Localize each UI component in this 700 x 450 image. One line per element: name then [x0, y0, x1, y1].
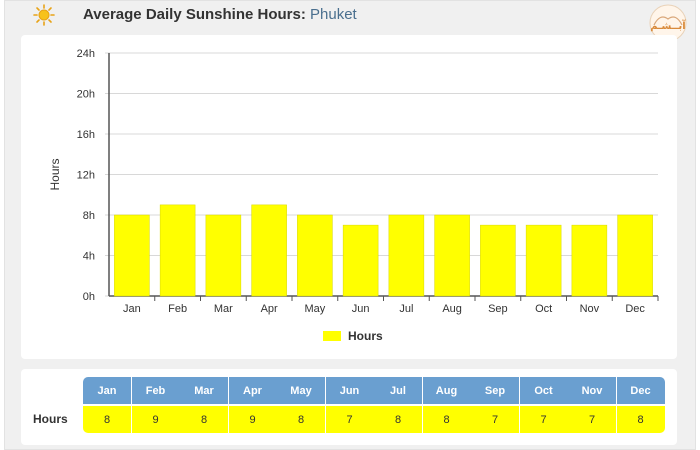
bar-jul — [388, 214, 425, 297]
bar-feb — [159, 204, 196, 297]
table-value-oct: 7 — [519, 406, 568, 433]
x-tick-label: Aug — [442, 303, 462, 315]
table-value-aug: 8 — [422, 406, 471, 433]
table-header-sep: Sep — [471, 377, 519, 404]
x-tick-label: Dec — [625, 303, 645, 315]
x-tick-label: Feb — [168, 303, 187, 315]
y-tick-label: 16h — [77, 129, 95, 141]
table-header-oct: Oct — [519, 377, 568, 404]
x-tick-label: Oct — [535, 303, 552, 315]
x-tick-label: Apr — [261, 303, 278, 315]
x-tick-label: Jun — [352, 303, 370, 315]
bar-mar — [205, 214, 242, 297]
table-value-feb: 9 — [131, 406, 180, 433]
page-frame: Average Daily Sunshine Hours: Phuket آبـ… — [4, 0, 696, 450]
brand-logo: آبــشـم — [649, 4, 687, 42]
table-row-label: Hours — [33, 412, 68, 426]
bar-nov — [571, 224, 608, 297]
table-value-may: 8 — [277, 406, 325, 433]
y-tick-label: 20h — [77, 89, 95, 101]
table-value-sep: 7 — [471, 406, 519, 433]
table-header-jul: Jul — [374, 377, 422, 404]
x-tick-label: Jan — [123, 303, 141, 315]
y-tick-label: 4h — [83, 251, 95, 263]
table-value-mar: 8 — [180, 406, 228, 433]
x-tick-label: Nov — [580, 303, 600, 315]
x-tick-label: Sep — [488, 303, 508, 315]
table-header-jun: Jun — [325, 377, 374, 404]
title-text: Average Daily Sunshine Hours: — [83, 6, 306, 23]
y-tick-label: 0h — [83, 291, 95, 303]
bar-jun — [342, 224, 379, 297]
y-axis-label: Hours — [48, 158, 62, 190]
table-header-may: May — [277, 377, 325, 404]
sunshine-bar-chart: 0h 4h 8h 12h 16h 20h 24h Hours Jan Feb Mar Apr May Ju… — [48, 48, 659, 343]
x-tick-label: Jul — [399, 303, 413, 315]
table-header-jan: Jan — [83, 377, 131, 404]
table-header-feb: Feb — [131, 377, 180, 404]
chart-header: Average Daily Sunshine Hours: Phuket آبـ… — [5, 1, 697, 42]
data-table: Hours Jan 8 Feb 9 Mar 8 Apr 9 May 8 Jun 7 Jul 8 Aug 8 Se… — [21, 369, 677, 445]
x-tick-label: May — [304, 303, 325, 315]
location-name: Phuket — [310, 6, 357, 23]
bar-apr — [251, 204, 287, 297]
table-value-jan: 8 — [83, 406, 131, 433]
table-header-mar: Mar — [180, 377, 228, 404]
bar-jan — [114, 214, 150, 297]
sun-icon — [33, 4, 55, 26]
y-tick-label: 24h — [77, 48, 95, 60]
x-tick-label: Mar — [214, 303, 233, 315]
table-header-apr: Apr — [228, 377, 277, 404]
y-tick-label: 12h — [77, 170, 95, 182]
chart-panel: 0h 4h 8h 12h 16h 20h 24h Hours Jan Feb Mar Apr May Ju… — [21, 35, 677, 359]
table-header-dec: Dec — [616, 377, 665, 404]
page-title: Average Daily Sunshine Hours: Phuket — [83, 6, 357, 23]
bar-may — [297, 214, 333, 297]
table-value-nov: 7 — [568, 406, 616, 433]
bar-oct — [525, 224, 562, 297]
table-value-jun: 7 — [325, 406, 374, 433]
legend-label: Hours — [348, 329, 383, 343]
table-value-jul: 8 — [374, 406, 422, 433]
y-tick-label: 8h — [83, 210, 95, 222]
logo-text: آبــشـم — [650, 19, 686, 32]
table-header-nov: Nov — [568, 377, 616, 404]
bar-sep — [480, 224, 516, 297]
bar-dec — [617, 214, 653, 297]
legend-swatch — [323, 331, 341, 341]
bar-aug — [434, 214, 470, 297]
table-value-dec: 8 — [616, 406, 665, 433]
table-header-aug: Aug — [422, 377, 471, 404]
table-value-apr: 9 — [228, 406, 277, 433]
